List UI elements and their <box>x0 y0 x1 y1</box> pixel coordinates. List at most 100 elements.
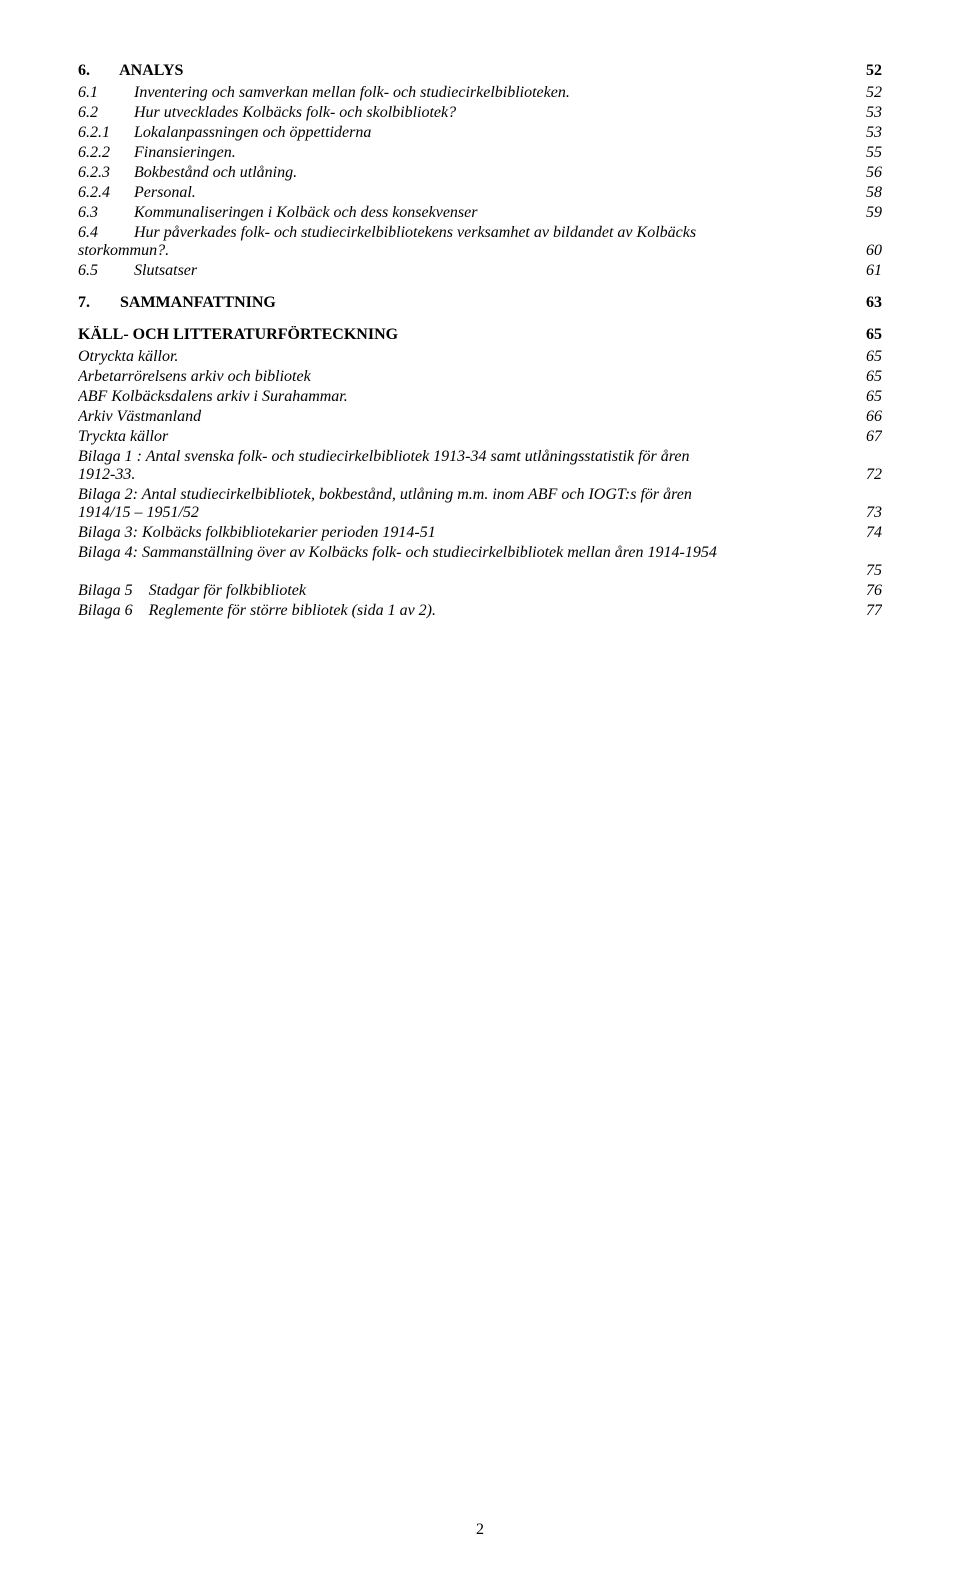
toc-entry: Bilaga 5 Stadgar för folkbibliotek 76 <box>78 582 882 600</box>
toc-entry-number: 6.2.3 <box>78 164 130 182</box>
toc-entry-number: 6. <box>78 62 116 80</box>
toc-entry: 6.4 Hur påverkades folk- och studiecirke… <box>78 224 882 242</box>
toc-entry-label: 6.2.1 Lokalanpassningen och öppettiderna <box>78 124 371 142</box>
toc-entry-title: Lokalanpassningen och öppettiderna <box>134 124 371 141</box>
toc-entry: 6.1 Inventering och samverkan mellan fol… <box>78 84 882 102</box>
toc-entry-label: Bilaga 5 Stadgar för folkbibliotek <box>78 582 306 600</box>
toc-entry-title: Slutsatser <box>134 262 197 279</box>
toc-entry-number: 7. <box>78 294 116 312</box>
toc-entry: Arkiv Västmanland 66 <box>78 408 882 426</box>
toc-entry-title: SAMMANFATTNING <box>120 294 276 311</box>
toc-entry: Bilaga 6 Reglemente för större bibliotek… <box>78 602 882 620</box>
toc-entry-page: 60 <box>866 242 882 260</box>
toc-entry-title: Kommunaliseringen i Kolbäck och dess kon… <box>134 204 477 221</box>
toc-entry-title: Bilaga 5 Stadgar för folkbibliotek <box>78 582 306 599</box>
toc-entry-label: 6.2 Hur utvecklades Kolbäcks folk- och s… <box>78 104 456 122</box>
toc-entry-continuation: 75 <box>78 562 882 580</box>
toc-entry-label: 6.2.2 Finansieringen. <box>78 144 236 162</box>
toc-entry-page: 58 <box>866 184 882 202</box>
toc-entry-title: Bilaga 3: Kolbäcks folkbibliotekarier pe… <box>78 524 436 541</box>
toc-entry-title: ANALYS <box>119 62 183 79</box>
toc-entry-number: 6.1 <box>78 84 130 102</box>
toc-entry-label: Otryckta källor. <box>78 348 178 366</box>
toc-entry: Tryckta källor 67 <box>78 428 882 446</box>
toc-entry: 6.2.3 Bokbestånd och utlåning. 56 <box>78 164 882 182</box>
toc-entry-continuation: 1914/15 – 1951/5273 <box>78 504 882 522</box>
toc-entry-page: 53 <box>866 124 882 142</box>
toc-entry-title: Otryckta källor. <box>78 348 178 365</box>
toc-entry-number: 6.2 <box>78 104 130 122</box>
toc-entry: 6. ANALYS 52 <box>78 62 882 80</box>
toc-entry-number: 6.2.2 <box>78 144 130 162</box>
toc-entry: Arbetarrörelsens arkiv och bibliotek 65 <box>78 368 882 386</box>
toc-entry-page: 74 <box>866 524 882 542</box>
toc-entry-label: Arbetarrörelsens arkiv och bibliotek <box>78 368 311 386</box>
toc-entry-label: 6. ANALYS <box>78 62 183 80</box>
toc-entry-number: 6.3 <box>78 204 130 222</box>
toc-entry-page: 65 <box>866 326 882 344</box>
toc-entry-label: 6.2.3 Bokbestånd och utlåning. <box>78 164 297 182</box>
toc-entry-page: 67 <box>866 428 882 446</box>
toc-entry: ABF Kolbäcksdalens arkiv i Surahammar.65 <box>78 388 882 406</box>
toc-entry-title: Inventering och samverkan mellan folk- o… <box>134 84 570 101</box>
toc-entry: Otryckta källor. 65 <box>78 348 882 366</box>
toc-entry-page: 65 <box>866 368 882 386</box>
toc-entry-page: 66 <box>866 408 882 426</box>
toc-entry-label: Arkiv Västmanland <box>78 408 201 426</box>
toc-entry: Bilaga 1 : Antal svenska folk- och studi… <box>78 448 882 466</box>
toc-entry-number: 6.2.4 <box>78 184 130 202</box>
table-of-contents: 6. ANALYS 52 6.1 Inventering och samverkan… <box>78 62 882 620</box>
toc-entry-label: Bilaga 3: Kolbäcks folkbibliotekarier pe… <box>78 524 436 542</box>
toc-entry-continuation: storkommun?. 60 <box>78 242 882 260</box>
toc-entry-number: 6.5 <box>78 262 130 280</box>
toc-entry-title: Personal. <box>134 184 196 201</box>
toc-entry-page: 59 <box>866 204 882 222</box>
toc-entry-label: 7. SAMMANFATTNING <box>78 294 276 312</box>
toc-entry-title: Finansieringen. <box>134 144 236 161</box>
toc-entry-cont-label: storkommun?. <box>78 242 169 260</box>
toc-entry-page: 73 <box>866 504 882 522</box>
toc-entry-page: 63 <box>866 294 882 312</box>
toc-entry-label: KÄLL- OCH LITTERATURFÖRTECKNING <box>78 326 398 344</box>
toc-entry-label: ABF Kolbäcksdalens arkiv i Surahammar. <box>78 388 348 406</box>
toc-entry-page: 53 <box>866 104 882 122</box>
toc-entry-title: Bilaga 6 Reglemente för större bibliotek… <box>78 602 436 619</box>
toc-entry-page: 76 <box>866 582 882 600</box>
toc-entry-title: Tryckta källor <box>78 428 168 445</box>
toc-entry-page: 56 <box>866 164 882 182</box>
toc-entry: 6.2.2 Finansieringen. 55 <box>78 144 882 162</box>
toc-entry-label: 6.5 Slutsatser <box>78 262 197 280</box>
toc-entry-label: Bilaga 6 Reglemente för större bibliotek… <box>78 602 436 620</box>
toc-entry: 6.2.4 Personal. 58 <box>78 184 882 202</box>
toc-entry-page: 61 <box>866 262 882 280</box>
toc-entry: 6.3 Kommunaliseringen i Kolbäck och dess… <box>78 204 882 222</box>
toc-entry-title: Bilaga 1 : Antal svenska folk- och studi… <box>78 448 689 465</box>
toc-entry-label: 6.3 Kommunaliseringen i Kolbäck och dess… <box>78 204 477 222</box>
page-container: 6. ANALYS 52 6.1 Inventering och samverkan… <box>0 0 960 1583</box>
toc-entry-page: 52 <box>866 62 882 80</box>
toc-entry-title: Hur utvecklades Kolbäcks folk- och skolb… <box>134 104 456 121</box>
toc-entry-title: Arbetarrörelsens arkiv och bibliotek <box>78 368 311 385</box>
toc-entry: Bilaga 2: Antal studiecirkelbibliotek, b… <box>78 486 882 504</box>
toc-entry-page: 65 <box>866 348 882 366</box>
toc-entry: Bilaga 3: Kolbäcks folkbibliotekarier pe… <box>78 524 882 542</box>
toc-entry-number: 6.2.1 <box>78 124 130 142</box>
toc-entry: 7. SAMMANFATTNING 63 <box>78 294 882 312</box>
toc-entry-cont-label: 1912-33. <box>78 466 135 484</box>
toc-entry: Bilaga 4: Sammanställning över av Kolbäc… <box>78 544 882 562</box>
toc-entry: KÄLL- OCH LITTERATURFÖRTECKNING 65 <box>78 326 882 344</box>
toc-entry: 6.5 Slutsatser 61 <box>78 262 882 280</box>
toc-entry-label: 6.1 Inventering och samverkan mellan fol… <box>78 84 570 102</box>
toc-entry: 6.2 Hur utvecklades Kolbäcks folk- och s… <box>78 104 882 122</box>
toc-entry-label: Tryckta källor <box>78 428 168 446</box>
toc-entry-page: 72 <box>866 466 882 484</box>
page-number: 2 <box>0 1521 960 1539</box>
toc-entry-title: Bilaga 2: Antal studiecirkelbibliotek, b… <box>78 486 692 503</box>
toc-entry-title: ABF Kolbäcksdalens arkiv i Surahammar. <box>78 388 348 405</box>
toc-entry-title: Bokbestånd och utlåning. <box>134 164 297 181</box>
toc-entry-page: 55 <box>866 144 882 162</box>
toc-entry-page: 77 <box>866 602 882 620</box>
toc-entry-page: 75 <box>866 562 882 580</box>
toc-entry: 6.2.1 Lokalanpassningen och öppettiderna… <box>78 124 882 142</box>
toc-entry-number: 6.4 <box>78 224 130 242</box>
